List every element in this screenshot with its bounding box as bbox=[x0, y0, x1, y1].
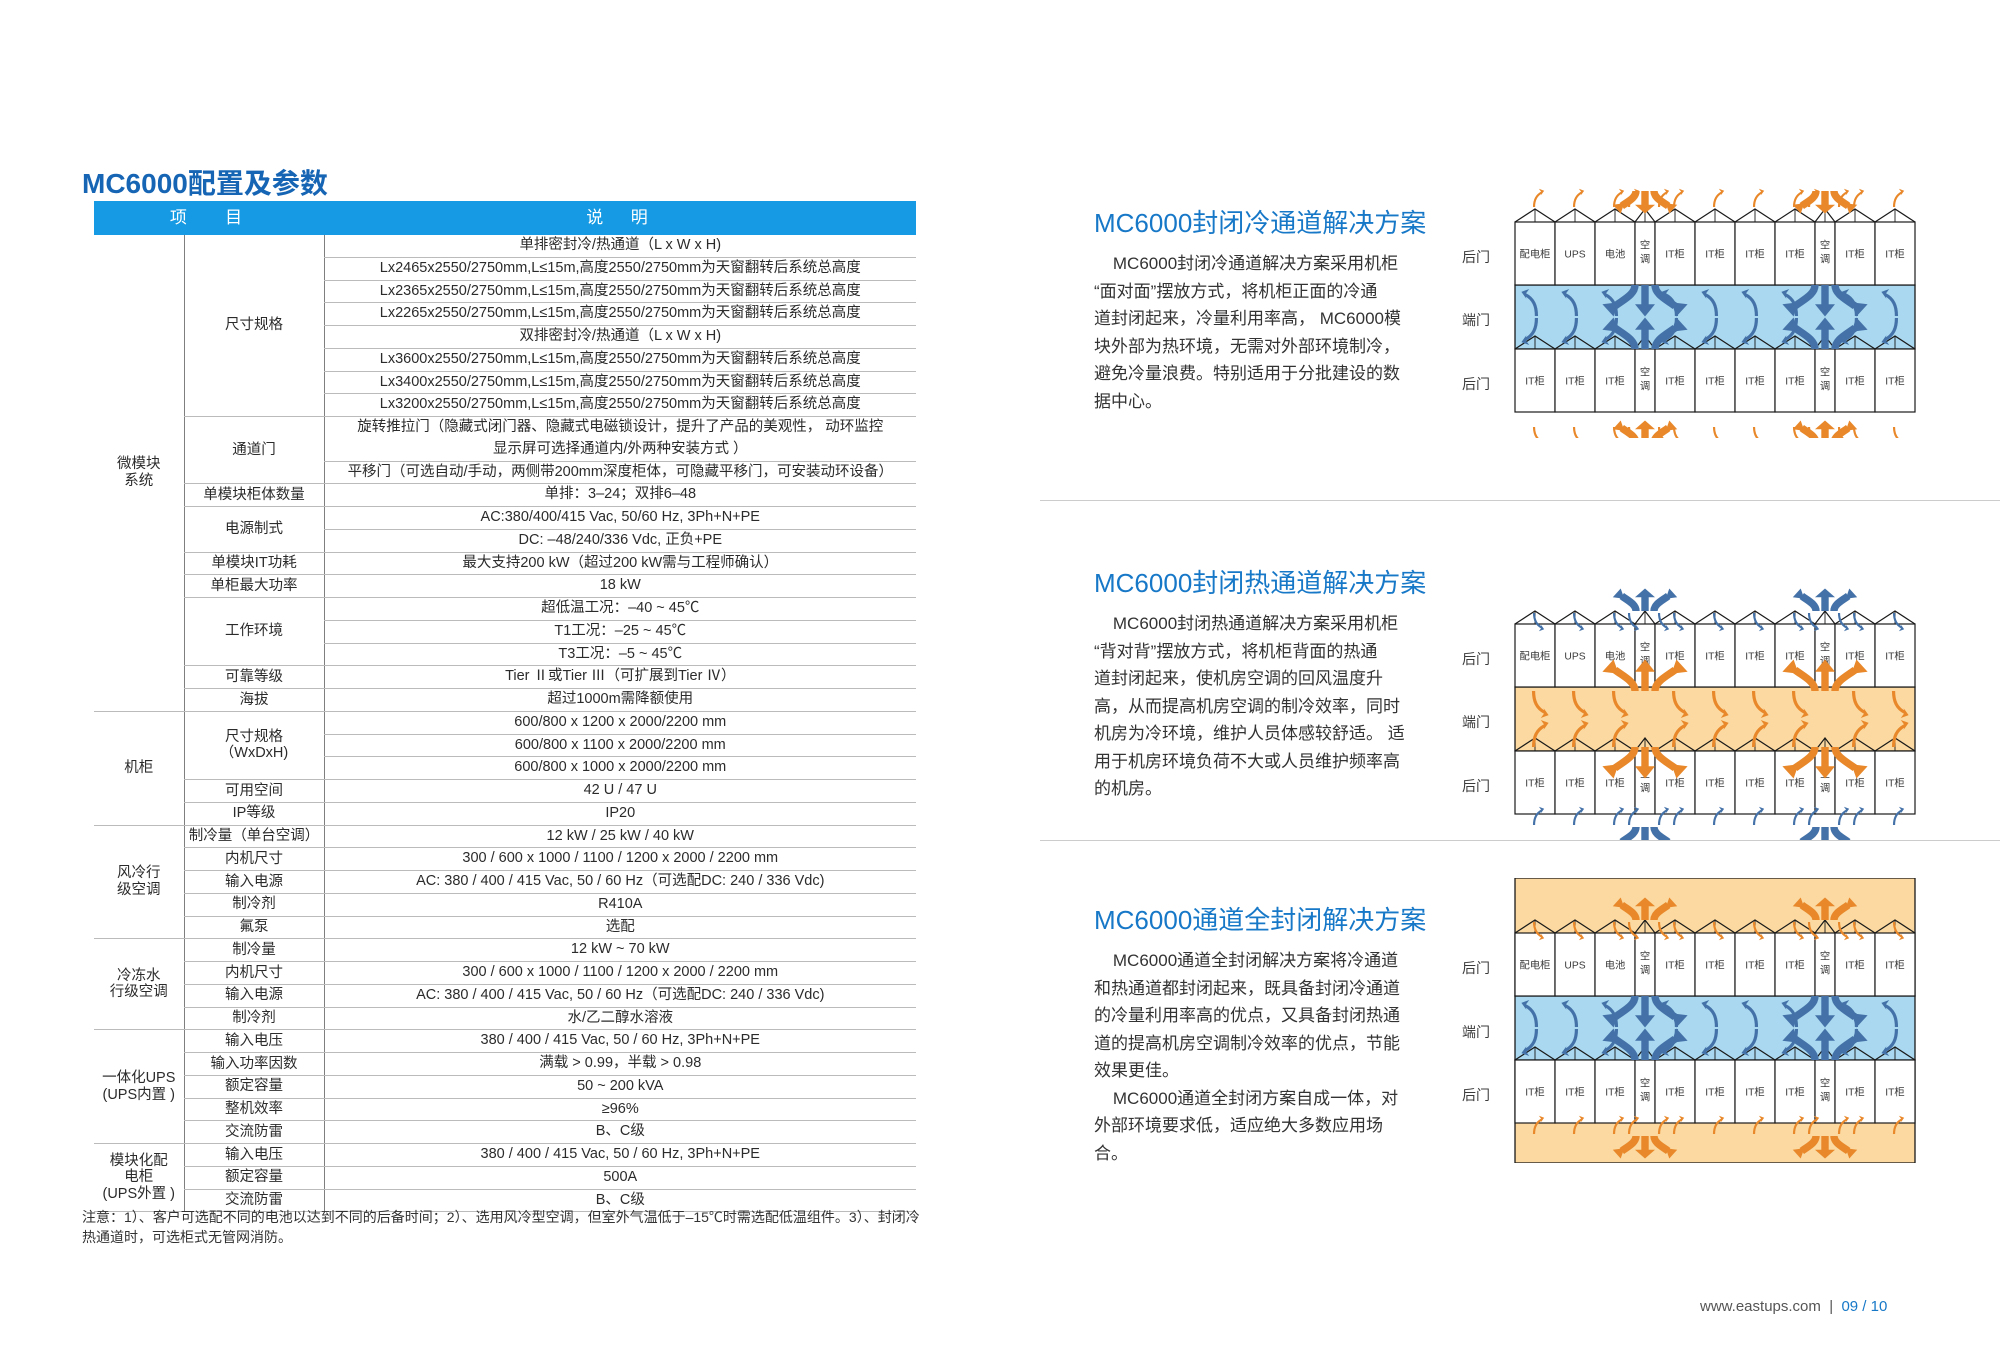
svg-text:IT柜: IT柜 bbox=[1705, 248, 1724, 261]
svg-text:电池: 电池 bbox=[1605, 650, 1626, 663]
svg-text:调: 调 bbox=[1640, 254, 1650, 266]
svg-text:空: 空 bbox=[1820, 950, 1830, 963]
svg-text:IT柜: IT柜 bbox=[1885, 650, 1904, 663]
svg-text:IT柜: IT柜 bbox=[1525, 777, 1544, 790]
svg-text:IT柜: IT柜 bbox=[1885, 248, 1904, 261]
svg-text:IT柜: IT柜 bbox=[1605, 1086, 1624, 1099]
svg-text:空: 空 bbox=[1820, 239, 1830, 252]
svg-text:调: 调 bbox=[1820, 381, 1830, 393]
svg-text:空: 空 bbox=[1820, 366, 1830, 379]
svg-text:IT柜: IT柜 bbox=[1745, 375, 1764, 388]
svg-text:IT柜: IT柜 bbox=[1785, 248, 1804, 261]
svg-text:调: 调 bbox=[1820, 965, 1830, 977]
svg-text:空: 空 bbox=[1820, 641, 1830, 654]
svg-text:IT柜: IT柜 bbox=[1785, 1086, 1804, 1099]
svg-text:调: 调 bbox=[1640, 783, 1650, 795]
svg-text:IT柜: IT柜 bbox=[1705, 1086, 1724, 1099]
svg-text:IT柜: IT柜 bbox=[1665, 959, 1684, 972]
svg-text:IT柜: IT柜 bbox=[1785, 650, 1804, 663]
svg-text:空: 空 bbox=[1820, 1077, 1830, 1090]
svg-text:IT柜: IT柜 bbox=[1885, 375, 1904, 388]
svg-text:IT柜: IT柜 bbox=[1845, 375, 1864, 388]
svg-text:配电柜: 配电柜 bbox=[1520, 248, 1551, 261]
svg-text:调: 调 bbox=[1820, 254, 1830, 266]
svg-text:IT柜: IT柜 bbox=[1845, 248, 1864, 261]
svg-text:IT柜: IT柜 bbox=[1745, 1086, 1764, 1099]
svg-text:IT柜: IT柜 bbox=[1845, 650, 1864, 663]
svg-text:IT柜: IT柜 bbox=[1665, 248, 1684, 261]
svg-text:IT柜: IT柜 bbox=[1565, 1086, 1584, 1099]
svg-text:IT柜: IT柜 bbox=[1845, 777, 1864, 790]
svg-text:IT柜: IT柜 bbox=[1665, 1086, 1684, 1099]
svg-text:IT柜: IT柜 bbox=[1705, 650, 1724, 663]
svg-text:调: 调 bbox=[1640, 965, 1650, 977]
svg-text:配电柜: 配电柜 bbox=[1520, 959, 1551, 972]
svg-text:IT柜: IT柜 bbox=[1885, 959, 1904, 972]
svg-text:IT柜: IT柜 bbox=[1665, 777, 1684, 790]
svg-text:调: 调 bbox=[1820, 1092, 1830, 1104]
svg-text:UPS: UPS bbox=[1564, 250, 1585, 261]
svg-text:IT柜: IT柜 bbox=[1745, 777, 1764, 790]
svg-text:IT柜: IT柜 bbox=[1745, 959, 1764, 972]
svg-text:IT柜: IT柜 bbox=[1665, 650, 1684, 663]
svg-text:电池: 电池 bbox=[1605, 248, 1626, 261]
svg-text:空: 空 bbox=[1640, 366, 1650, 379]
svg-text:UPS: UPS bbox=[1564, 652, 1585, 663]
svg-text:调: 调 bbox=[1820, 783, 1830, 795]
svg-text:IT柜: IT柜 bbox=[1745, 650, 1764, 663]
svg-text:IT柜: IT柜 bbox=[1565, 375, 1584, 388]
svg-text:IT柜: IT柜 bbox=[1705, 375, 1724, 388]
svg-text:空: 空 bbox=[1640, 1077, 1650, 1090]
svg-text:IT柜: IT柜 bbox=[1605, 777, 1624, 790]
svg-text:IT柜: IT柜 bbox=[1525, 1086, 1544, 1099]
svg-text:IT柜: IT柜 bbox=[1745, 248, 1764, 261]
svg-text:IT柜: IT柜 bbox=[1565, 777, 1584, 790]
svg-text:空: 空 bbox=[1640, 950, 1650, 963]
svg-text:IT柜: IT柜 bbox=[1785, 375, 1804, 388]
svg-text:调: 调 bbox=[1640, 381, 1650, 393]
svg-text:空: 空 bbox=[1640, 641, 1650, 654]
svg-text:IT柜: IT柜 bbox=[1785, 959, 1804, 972]
svg-text:IT柜: IT柜 bbox=[1885, 1086, 1904, 1099]
svg-text:IT柜: IT柜 bbox=[1605, 375, 1624, 388]
svg-text:配电柜: 配电柜 bbox=[1520, 650, 1551, 663]
svg-text:IT柜: IT柜 bbox=[1705, 777, 1724, 790]
svg-text:IT柜: IT柜 bbox=[1665, 375, 1684, 388]
svg-text:IT柜: IT柜 bbox=[1525, 375, 1544, 388]
svg-text:IT柜: IT柜 bbox=[1845, 1086, 1864, 1099]
svg-text:IT柜: IT柜 bbox=[1785, 777, 1804, 790]
svg-text:调: 调 bbox=[1640, 1092, 1650, 1104]
svg-text:UPS: UPS bbox=[1564, 961, 1585, 972]
svg-text:IT柜: IT柜 bbox=[1705, 959, 1724, 972]
svg-text:IT柜: IT柜 bbox=[1885, 777, 1904, 790]
svg-text:空: 空 bbox=[1640, 239, 1650, 252]
svg-text:IT柜: IT柜 bbox=[1845, 959, 1864, 972]
svg-text:电池: 电池 bbox=[1605, 959, 1626, 972]
